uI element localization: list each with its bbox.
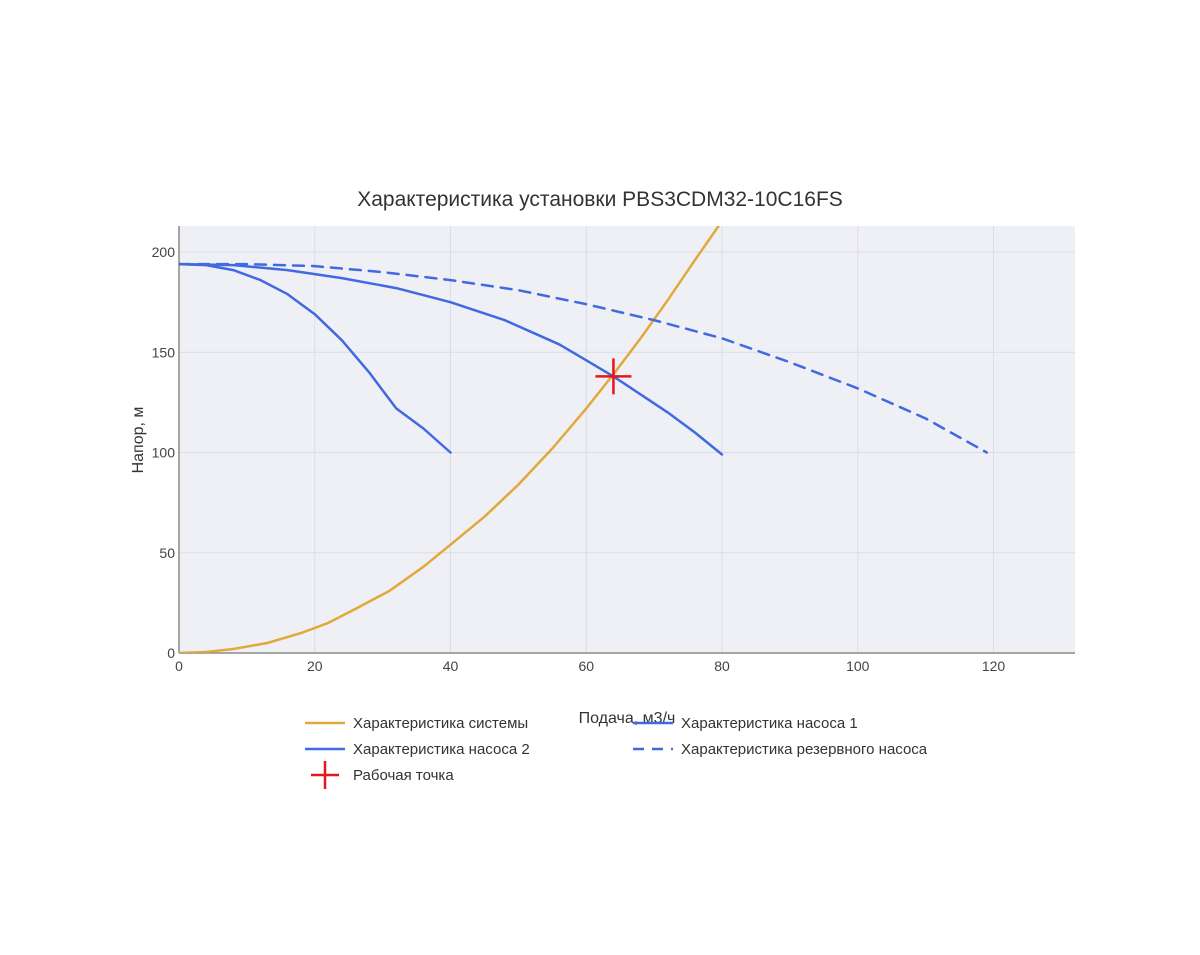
x-tick-label: 20 (307, 658, 323, 674)
legend-label: Характеристика насоса 2 (353, 741, 530, 758)
legend-label: Рабочая точка (353, 767, 454, 784)
x-tick-label: 0 (175, 658, 183, 674)
legend-item[interactable]: Характеристика резервного насоса (633, 741, 928, 758)
marker-layer (595, 358, 632, 395)
axes: 0 20 40 60 80 100 120 0 50 100 150 200 (152, 226, 1075, 674)
series-характеристика-насоса-1-line[interactable] (179, 262, 452, 454)
legend-item[interactable]: Рабочая точка (311, 761, 454, 789)
plot-area (179, 226, 1075, 653)
legend[interactable]: Характеристика системы Характеристика нас… (305, 715, 928, 789)
series-характеристика-системы-line[interactable] (179, 226, 720, 653)
x-tick-label: 40 (443, 658, 459, 674)
y-tick-label: 0 (167, 645, 175, 661)
legend-cross-icon (311, 761, 339, 789)
x-tick-label: 80 (714, 658, 730, 674)
series-характеристика-насоса-2-line[interactable] (179, 262, 724, 456)
y-tick-label: 200 (152, 244, 176, 260)
legend-label: Характеристика системы (353, 715, 528, 732)
operating-point-marker[interactable] (595, 358, 632, 395)
x-tick-label: 100 (846, 658, 870, 674)
chart-title: Характеристика установки PBS3CDM32-10C16… (357, 188, 843, 211)
legend-label: Характеристика насоса 1 (681, 715, 858, 732)
series-layer (179, 226, 989, 653)
y-axis-label: Напор, м (130, 407, 147, 474)
y-tick-label: 100 (152, 445, 176, 461)
x-tick-label: 120 (982, 658, 1006, 674)
series-характеристика-резервного-насоса-line[interactable] (179, 262, 989, 454)
legend-item[interactable]: Характеристика насоса 1 (633, 715, 858, 732)
x-axis-label: Подача, м3/ч (579, 710, 676, 727)
gridlines (179, 226, 1075, 653)
y-tick-label: 50 (159, 545, 175, 561)
x-tick-label: 60 (578, 658, 594, 674)
legend-item[interactable]: Характеристика насоса 2 (305, 741, 530, 758)
legend-label: Характеристика резервного насоса (681, 741, 928, 758)
legend-item[interactable]: Характеристика системы (305, 715, 528, 732)
y-tick-label: 150 (152, 344, 176, 360)
